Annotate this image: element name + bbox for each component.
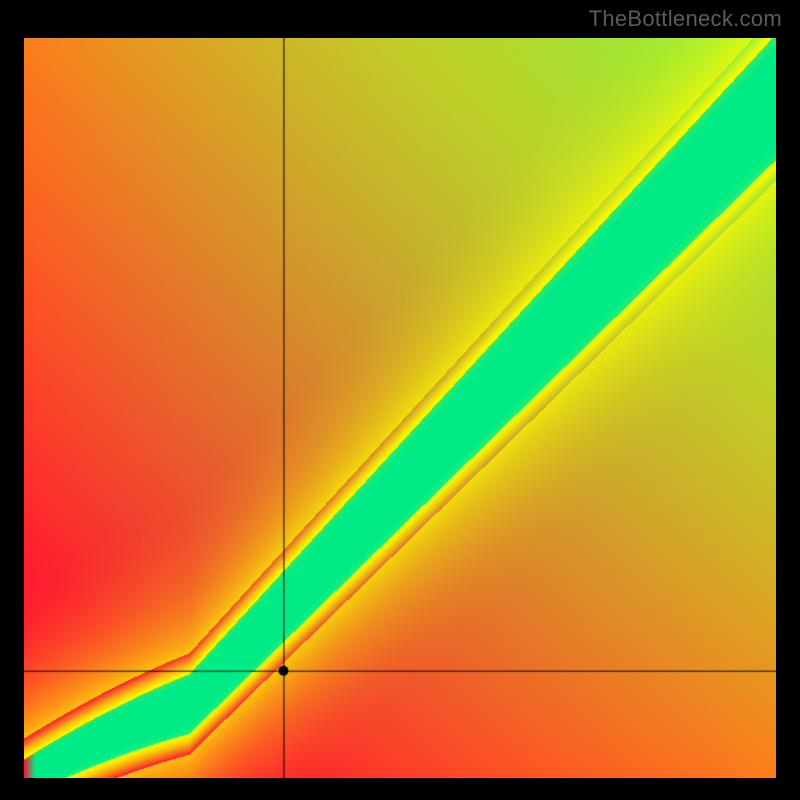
watermark-text: TheBottleneck.com	[589, 6, 782, 32]
bottleneck-heatmap	[24, 38, 776, 778]
chart-container: TheBottleneck.com	[0, 0, 800, 800]
plot-area	[24, 38, 776, 778]
